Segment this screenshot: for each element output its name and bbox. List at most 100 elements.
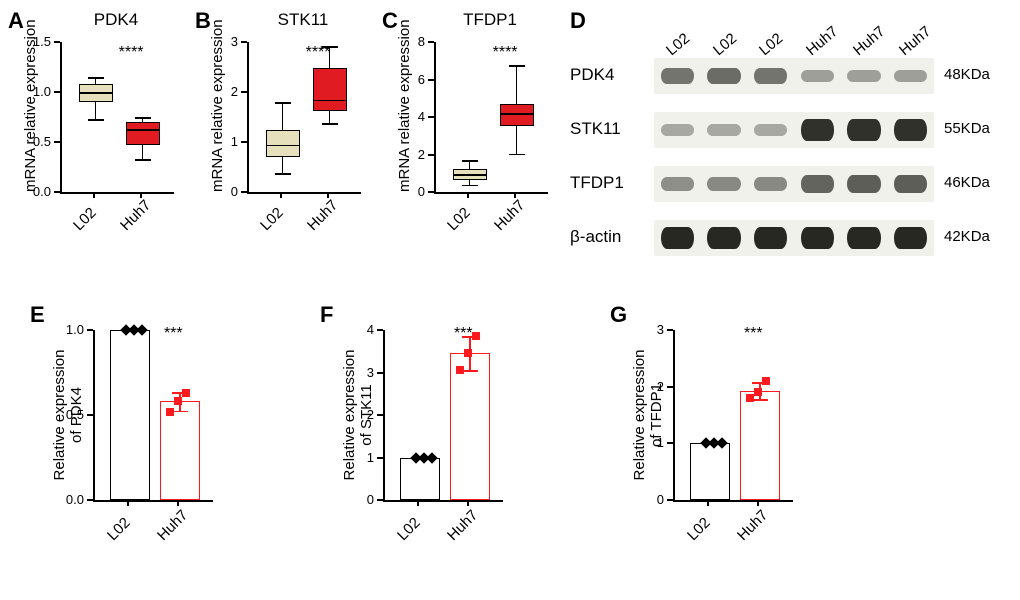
significance-stars: *** [454, 325, 473, 343]
ytick-label: 1 [195, 134, 238, 149]
ytick-mark [377, 457, 383, 459]
blot-strip [654, 220, 934, 256]
whisker [516, 126, 518, 153]
panel-B: BSTK11mRNA relative expression0123L02Huh… [195, 2, 370, 242]
blot-lane-label: L02 [663, 30, 693, 59]
ytick-mark [377, 329, 383, 331]
whisker [142, 145, 144, 159]
whisker-cap [322, 123, 338, 125]
boxplot-median [500, 113, 534, 115]
plot-area [434, 42, 548, 194]
bar-L02 [110, 330, 150, 500]
ytick-label: 3 [620, 322, 664, 337]
y-axis-label: mRNA relative expression [209, 42, 226, 192]
ytick-mark [428, 79, 434, 81]
ytick-label: 1.0 [40, 322, 84, 337]
blot-band [707, 124, 741, 136]
plot-area [383, 330, 503, 502]
data-point [456, 366, 464, 374]
ytick-mark [377, 499, 383, 501]
blot-band [801, 119, 835, 140]
blot-strip [654, 166, 934, 202]
error-cap [172, 411, 188, 413]
blot-lane-label: Huh7 [850, 23, 888, 59]
blot-band [894, 227, 928, 249]
whisker [329, 111, 331, 124]
blot-band [801, 70, 835, 82]
whisker-cap [88, 119, 104, 121]
ytick-mark [54, 191, 60, 193]
xtick-label: Huh7 [734, 507, 771, 544]
ytick-mark [87, 499, 93, 501]
error-cap [462, 370, 478, 372]
blot-band [894, 119, 928, 140]
significance-stars: *** [164, 325, 183, 343]
whisker-cap [462, 160, 478, 162]
ytick-label: 0.5 [40, 407, 84, 422]
xtick-mark [707, 500, 709, 506]
blot-strip [654, 112, 934, 148]
xtick-mark [417, 500, 419, 506]
plot-area [93, 330, 213, 502]
ytick-label: 1.0 [8, 84, 51, 99]
blot-band [801, 175, 835, 192]
blot-band [754, 68, 788, 84]
ytick-mark [377, 372, 383, 374]
ytick-mark [87, 329, 93, 331]
ytick-label: 8 [382, 34, 425, 49]
data-point [174, 397, 182, 405]
blot-size-label: 46KDa [944, 174, 990, 191]
y-axis-label: mRNA relative expression [22, 42, 39, 192]
whisker-cap [275, 102, 291, 104]
whisker-cap [509, 65, 525, 67]
whisker-cap [275, 173, 291, 175]
xtick-mark [467, 500, 469, 506]
panel-F: FRelative expressionof STK1101234L02Huh7… [330, 300, 530, 600]
blot-lane-label: L02 [756, 30, 786, 59]
blot-lane-label: Huh7 [803, 23, 841, 59]
bar-L02 [400, 458, 440, 501]
error-cap [752, 399, 768, 401]
ytick-label: 1 [330, 450, 374, 465]
bar-Huh7 [740, 391, 780, 500]
ytick-label: 1.5 [8, 34, 51, 49]
y-axis-label: Relative expressionof TFDP1 [632, 330, 665, 500]
ytick-label: 2 [195, 84, 238, 99]
ytick-mark [241, 41, 247, 43]
blot-lane-label: L02 [710, 30, 740, 59]
boxplot-median [126, 129, 160, 131]
chart-title: TFDP1 [434, 10, 546, 30]
boxplot-box-Huh7 [313, 68, 347, 111]
ytick-label: 0.5 [8, 134, 51, 149]
blot-band [707, 227, 741, 249]
xtick-mark [177, 500, 179, 506]
bar-Huh7 [450, 353, 490, 500]
blot-band [754, 124, 788, 136]
whisker-cap [88, 77, 104, 79]
whisker-cap [135, 159, 151, 161]
ytick-label: 3 [195, 34, 238, 49]
boxplot-box-Huh7 [500, 104, 534, 127]
ytick-mark [428, 154, 434, 156]
whisker [95, 102, 97, 119]
ytick-label: 0 [620, 492, 664, 507]
blot-band [801, 227, 835, 249]
ytick-mark [54, 141, 60, 143]
whisker [282, 102, 284, 130]
blot-protein-label: TFDP1 [570, 173, 648, 193]
xtick-label: L02 [394, 514, 424, 544]
boxplot-median [453, 174, 487, 176]
ytick-label: 1 [620, 435, 664, 450]
ytick-mark [54, 91, 60, 93]
xtick-label: L02 [70, 204, 100, 234]
xtick-mark [127, 500, 129, 506]
ytick-mark [428, 191, 434, 193]
xtick-mark [757, 500, 759, 506]
significance-stars: **** [306, 44, 331, 62]
ytick-mark [667, 386, 673, 388]
blot-lane-label: Huh7 [896, 23, 934, 59]
blot-band [707, 177, 741, 191]
xtick-label: L02 [104, 514, 134, 544]
whisker [282, 157, 284, 173]
blot-band [847, 119, 881, 140]
